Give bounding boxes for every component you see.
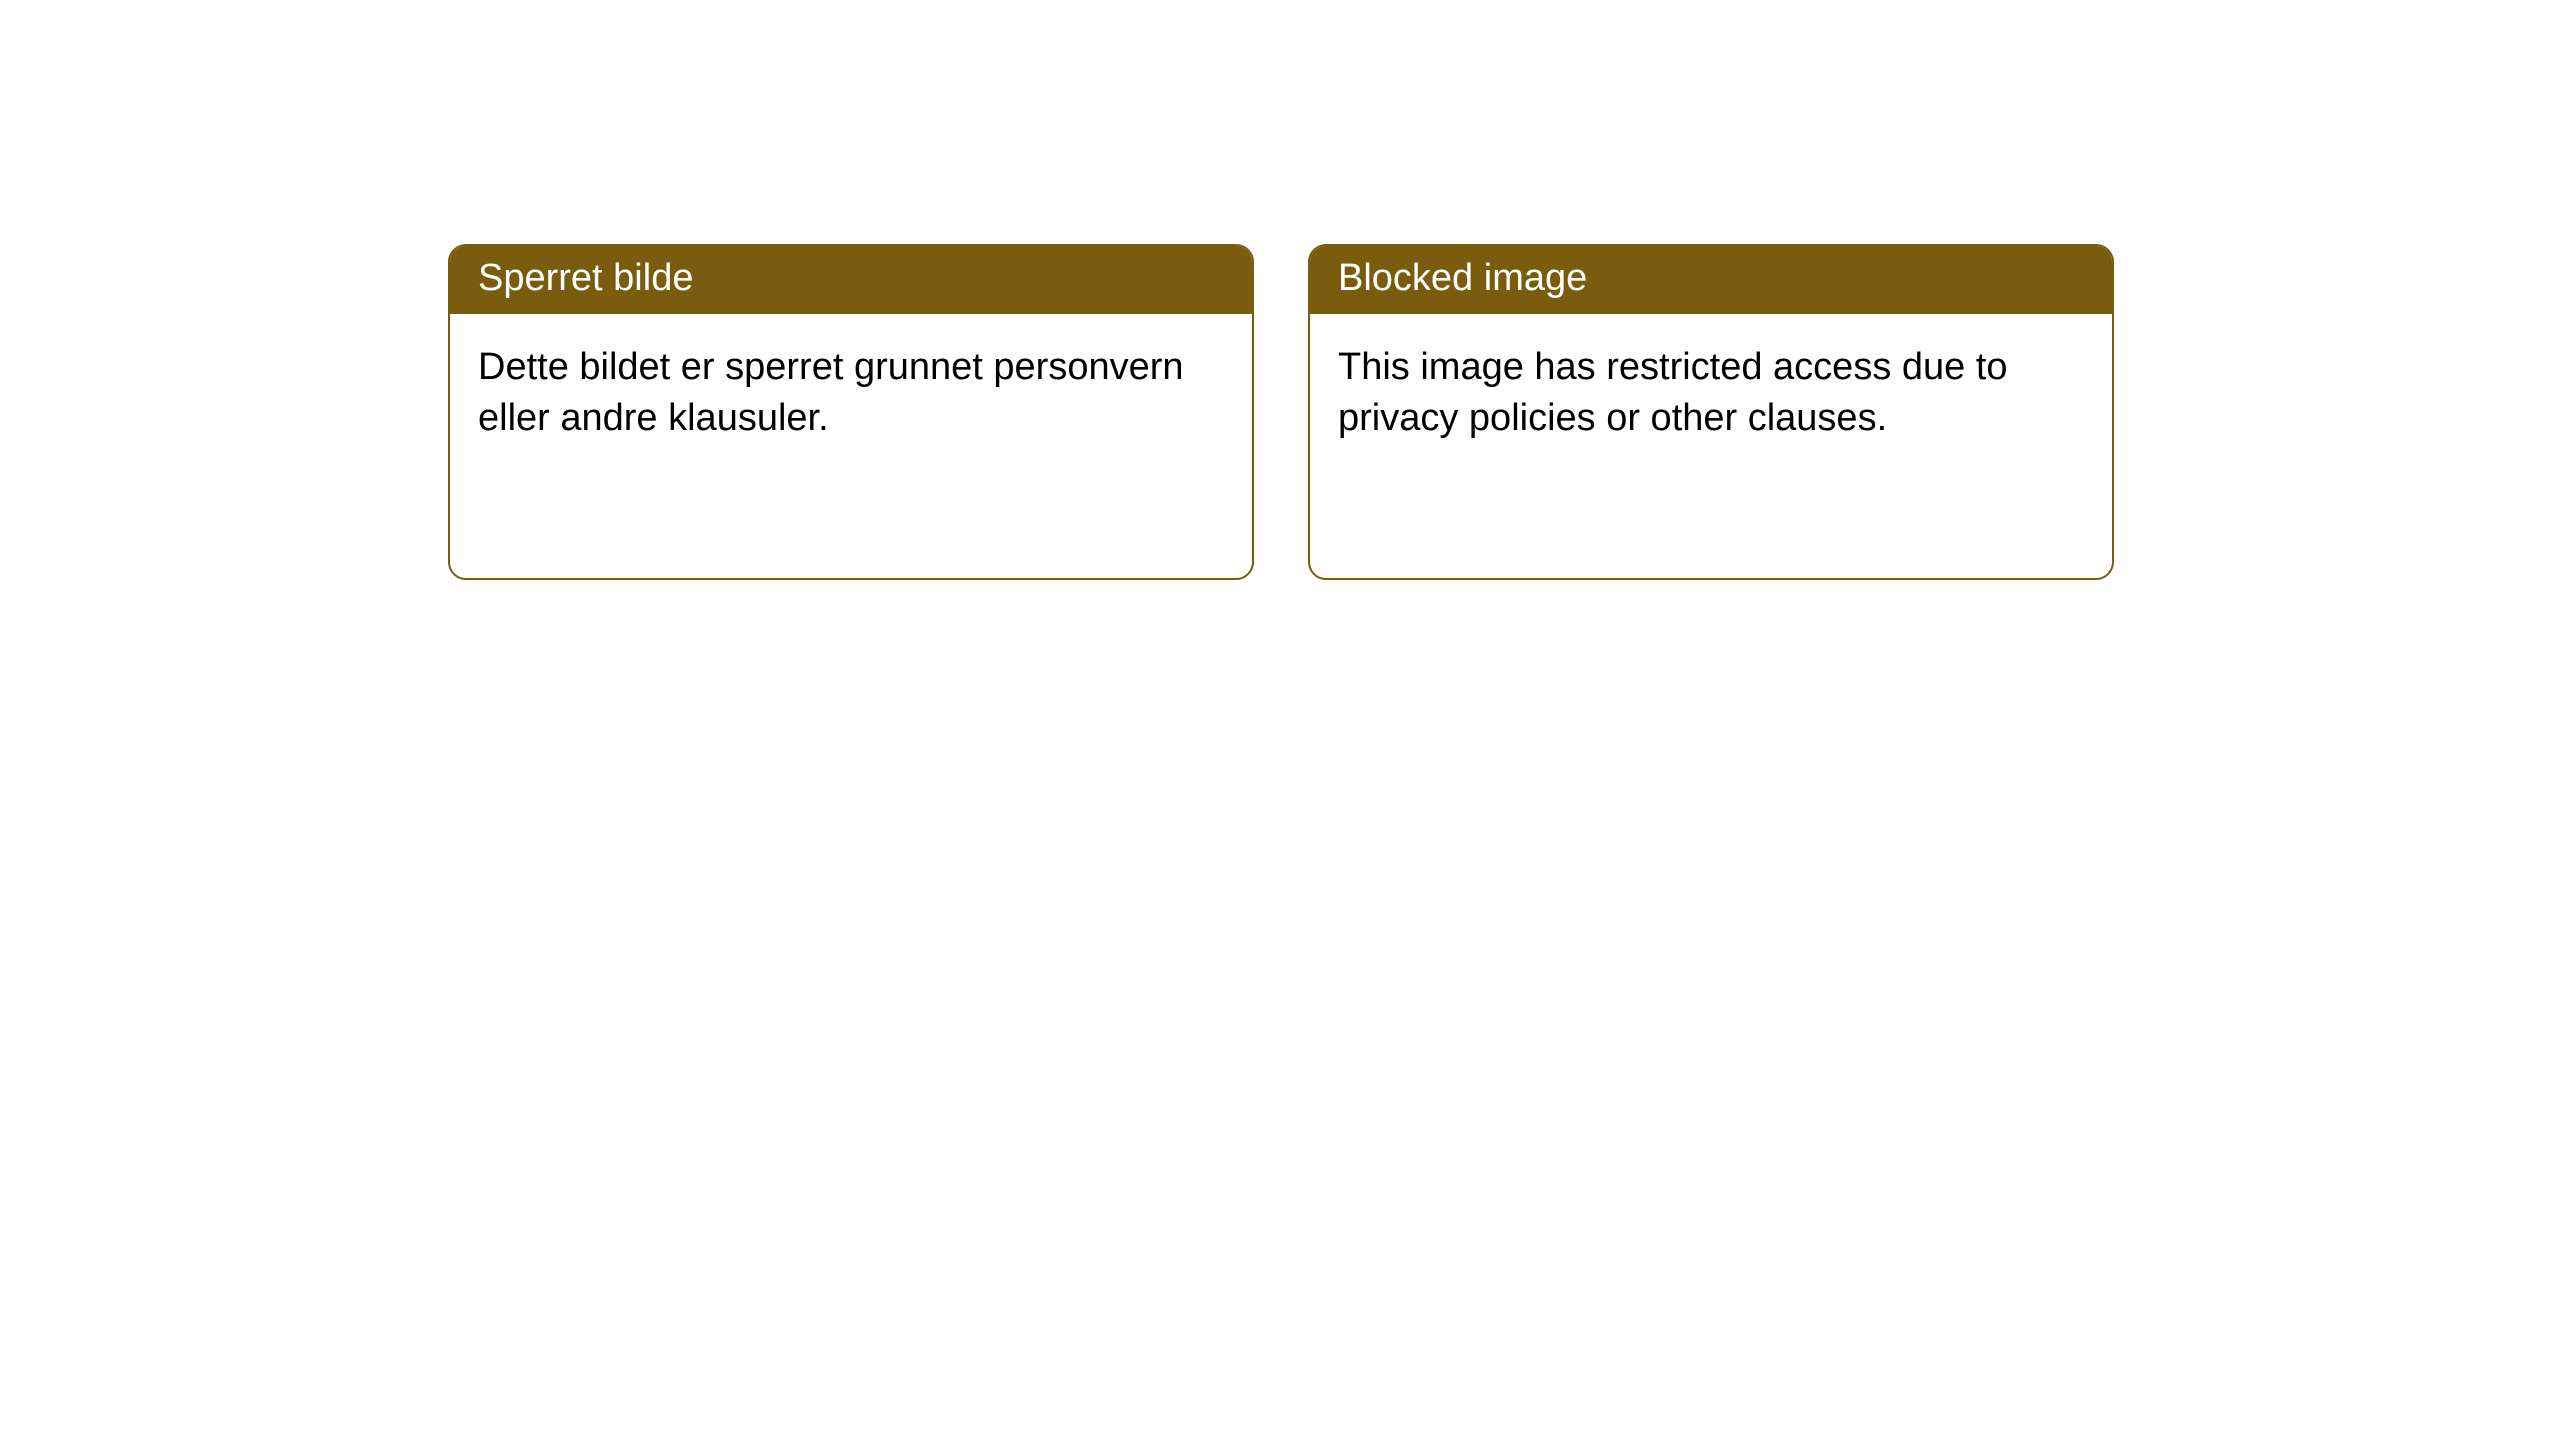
notice-card-norwegian: Sperret bilde Dette bildet er sperret gr…: [448, 244, 1254, 580]
notice-container: Sperret bilde Dette bildet er sperret gr…: [0, 0, 2560, 580]
notice-title-norwegian: Sperret bilde: [450, 246, 1252, 314]
notice-body-english: This image has restricted access due to …: [1310, 314, 2112, 473]
notice-body-norwegian: Dette bildet er sperret grunnet personve…: [450, 314, 1252, 473]
notice-card-english: Blocked image This image has restricted …: [1308, 244, 2114, 580]
notice-title-english: Blocked image: [1310, 246, 2112, 314]
